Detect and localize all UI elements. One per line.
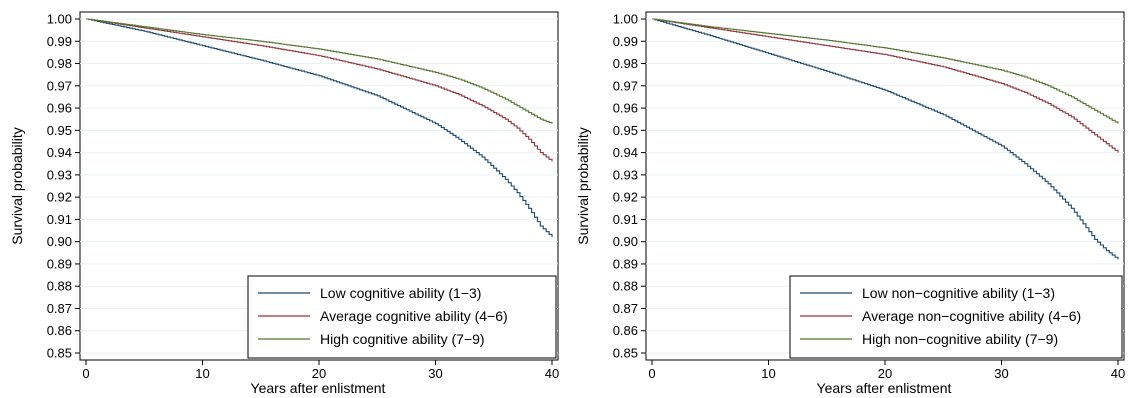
y-tick-label: 0.95 xyxy=(47,123,72,138)
y-tick-label: 0.86 xyxy=(47,323,72,338)
x-axis-label: Years after enlistment xyxy=(817,380,952,396)
legend: Low cognitive ability (1−3) Average cogni… xyxy=(247,275,557,359)
y-tick-label: 0.88 xyxy=(47,279,72,294)
legend-label: Average non−cognitive ability (4−6) xyxy=(862,308,1081,324)
y-tick-label: 0.92 xyxy=(47,190,72,205)
legend: Low non−cognitive ability (1−3) Average n… xyxy=(789,275,1123,359)
y-tick-label: 0.85 xyxy=(47,346,72,361)
x-axis-label: Years after enlistment xyxy=(251,380,386,396)
y-tick-label: 0.89 xyxy=(47,256,72,271)
x-tick-label: 0 xyxy=(82,366,89,381)
y-tick-label: 0.85 xyxy=(613,346,638,361)
x-tick-label: 10 xyxy=(761,366,775,381)
series-line-low-cognitive-ability xyxy=(86,18,553,238)
series-line-average-cognitive-ability xyxy=(86,18,553,162)
y-tick-label: 0.99 xyxy=(613,34,638,49)
series-line-low-non-cognitive-ability xyxy=(652,18,1119,260)
x-tick-label: 20 xyxy=(312,366,326,381)
x-tick-label: 40 xyxy=(545,366,559,381)
legend-box xyxy=(789,275,1123,359)
y-tick-label: 0.91 xyxy=(613,212,638,227)
x-tick-label: 0 xyxy=(648,366,655,381)
series-line-high-cognitive-ability xyxy=(86,18,553,124)
y-tick-label: 0.86 xyxy=(613,323,638,338)
y-axis-label: Survival probability xyxy=(9,127,25,245)
x-tick-label: 40 xyxy=(1111,366,1125,381)
y-tick-label: 0.93 xyxy=(613,167,638,182)
y-tick-label: 0.92 xyxy=(613,190,638,205)
legend-label: High cognitive ability (7−9) xyxy=(320,331,485,347)
series-line-high-non-cognitive-ability xyxy=(652,18,1119,124)
series-line-average-non-cognitive-ability xyxy=(652,18,1119,153)
y-tick-label: 1.00 xyxy=(613,12,638,27)
y-tick-label: 0.94 xyxy=(613,145,638,160)
y-tick-label: 0.98 xyxy=(613,56,638,71)
legend-label: Average cognitive ability (4−6) xyxy=(320,308,508,324)
legend-label: High non−cognitive ability (7−9) xyxy=(862,331,1058,347)
x-tick-label: 30 xyxy=(994,366,1008,381)
x-tick-label: 30 xyxy=(428,366,442,381)
legend-box xyxy=(247,275,557,359)
y-tick-label: 0.88 xyxy=(613,279,638,294)
legend-label: Low non−cognitive ability (1−3) xyxy=(862,285,1055,301)
survival-chart-non-cognitive: 0.85 0.86 0.87 0.88 0.89 0.90 0.91 0.92 0.93 0.94… xyxy=(575,11,1125,396)
y-tick-label: 0.87 xyxy=(613,301,638,316)
y-tick-label: 0.99 xyxy=(47,34,72,49)
x-tick-label: 20 xyxy=(878,366,892,381)
legend-label: Low cognitive ability (1−3) xyxy=(320,285,481,301)
y-tick-label: 0.90 xyxy=(47,234,72,249)
y-tick-label: 0.93 xyxy=(47,167,72,182)
y-tick-label: 0.91 xyxy=(47,212,72,227)
y-tick-label: 0.90 xyxy=(613,234,638,249)
survival-chart-cognitive: 0.85 0.86 0.87 0.88 0.89 0.90 0.91 0.92 0.93 0.94… xyxy=(9,11,559,396)
y-tick-label: 0.94 xyxy=(47,145,72,160)
y-tick-label: 0.98 xyxy=(47,56,72,71)
y-tick-label: 1.00 xyxy=(47,12,72,27)
y-tick-label: 0.89 xyxy=(613,256,638,271)
y-tick-label: 0.96 xyxy=(613,101,638,116)
y-axis-label: Survival probability xyxy=(575,127,591,245)
x-tick-label: 10 xyxy=(195,366,209,381)
y-tick-label: 0.97 xyxy=(47,78,72,93)
y-tick-label: 0.96 xyxy=(47,101,72,116)
y-tick-label: 0.95 xyxy=(613,123,638,138)
y-tick-label: 0.97 xyxy=(613,78,638,93)
y-tick-label: 0.87 xyxy=(47,301,72,316)
